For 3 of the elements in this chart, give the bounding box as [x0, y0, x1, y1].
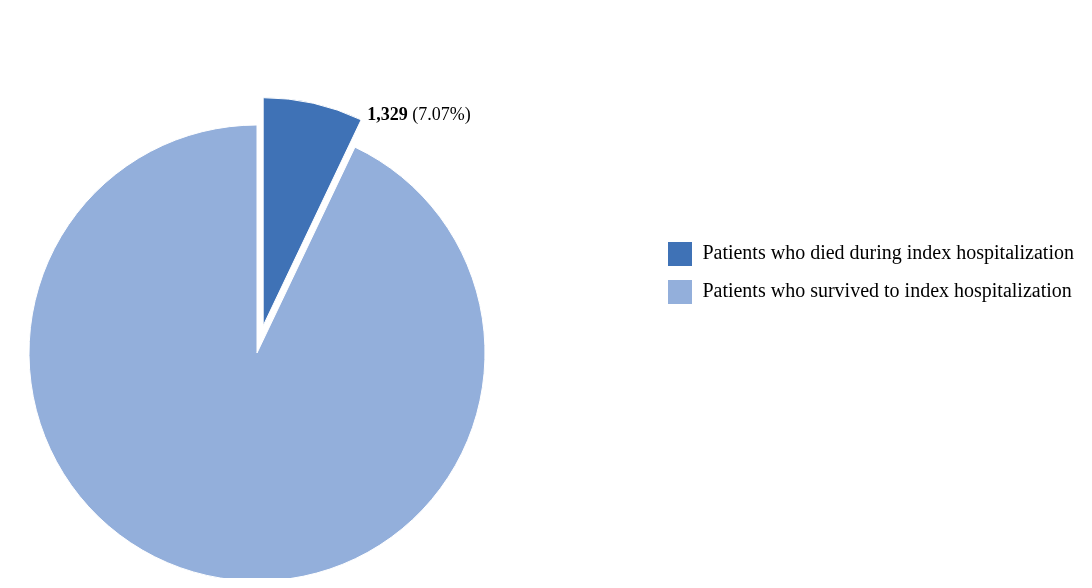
legend-label: Patients who survived to index hospitalization	[702, 279, 1072, 301]
data-label: 1,329 (7.07%)	[367, 103, 471, 125]
legend-label: Patients who died during index hospitalization	[702, 241, 1074, 263]
